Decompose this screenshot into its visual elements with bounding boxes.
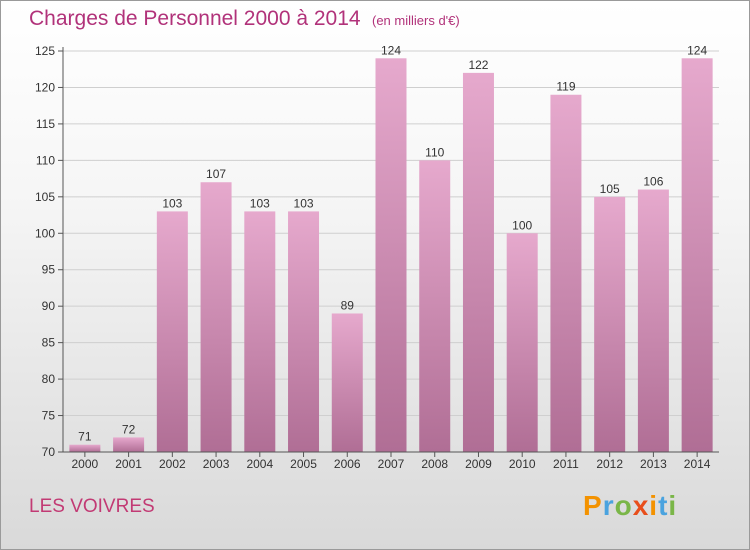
y-tick-label: 120 xyxy=(35,80,55,94)
y-tick-label: 70 xyxy=(42,445,56,459)
x-tick-label: 2001 xyxy=(115,457,142,471)
data-label: 103 xyxy=(294,196,314,210)
x-tick-label: 2005 xyxy=(290,457,317,471)
data-label: 110 xyxy=(425,145,444,159)
place-name: LES VOIVRES xyxy=(29,496,155,517)
bar xyxy=(637,189,669,452)
data-label: 100 xyxy=(512,218,532,232)
bar xyxy=(375,58,407,453)
logo-letter: r xyxy=(602,490,615,521)
bar xyxy=(156,211,188,452)
data-label: 72 xyxy=(122,422,136,436)
bar xyxy=(594,196,626,452)
data-label: 106 xyxy=(643,175,663,189)
data-label: 89 xyxy=(341,298,355,312)
data-label: 107 xyxy=(206,167,226,181)
proxiti-logo[interactable]: Proxiti xyxy=(583,490,677,522)
x-tick-label: 2000 xyxy=(72,457,99,471)
x-tick-label: 2013 xyxy=(640,457,667,471)
x-tick-label: 2008 xyxy=(421,457,448,471)
logo-letter: t xyxy=(658,490,669,521)
x-tick-label: 2006 xyxy=(334,457,361,471)
chart-title: Charges de Personnel 2000 à 2014 xyxy=(29,7,361,30)
logo-letter: P xyxy=(583,490,603,521)
bar xyxy=(244,211,276,452)
logo-letter: x xyxy=(632,490,650,521)
x-tick-label: 2009 xyxy=(465,457,492,471)
logo-letter: i xyxy=(649,490,659,521)
y-tick-label: 85 xyxy=(42,336,56,350)
bar-chart: 71 72 103 107 103 103 89 124 110 122 100 119 105 106 1… xyxy=(35,43,719,471)
y-tick-label: 115 xyxy=(36,117,55,131)
data-label: 124 xyxy=(687,43,707,57)
x-tick-label: 2004 xyxy=(246,457,273,471)
y-tick-label: 105 xyxy=(35,190,55,204)
x-tick-label: 2012 xyxy=(596,457,623,471)
bar xyxy=(681,58,713,453)
logo-letter: i xyxy=(668,490,678,521)
bar xyxy=(462,72,494,452)
bar xyxy=(113,437,145,452)
x-tick-label: 2002 xyxy=(159,457,186,471)
bar xyxy=(288,211,320,452)
bar xyxy=(419,160,451,452)
x-tick-label: 2003 xyxy=(203,457,230,471)
data-label: 103 xyxy=(162,196,182,210)
x-tick-label: 2011 xyxy=(553,457,579,471)
bar xyxy=(550,94,582,452)
logo-letter: o xyxy=(614,490,633,521)
y-tick-label: 75 xyxy=(42,409,56,423)
axes: 70 75 80 85 90 95 100 105 110 115 120 125 2000 2001 20… xyxy=(35,44,719,471)
data-label: 124 xyxy=(381,43,401,57)
data-label: 105 xyxy=(600,182,620,196)
data-label: 103 xyxy=(250,196,270,210)
chart-subtitle: (en milliers d'€) xyxy=(372,13,460,28)
bar xyxy=(69,444,101,452)
bar xyxy=(331,313,363,452)
x-tick-label: 2007 xyxy=(378,457,405,471)
bar xyxy=(506,233,538,452)
bar xyxy=(200,182,232,452)
y-tick-label: 100 xyxy=(35,226,55,240)
data-label: 122 xyxy=(468,58,488,72)
data-label: 71 xyxy=(78,430,92,444)
x-tick-label: 2010 xyxy=(509,457,536,471)
x-tick-label: 2014 xyxy=(684,457,711,471)
y-tick-label: 110 xyxy=(36,153,55,167)
y-tick-label: 125 xyxy=(35,44,55,58)
bars: 71 72 103 107 103 103 89 124 110 122 100 119 105 106 1… xyxy=(69,43,713,453)
y-tick-label: 90 xyxy=(42,299,56,313)
y-tick-label: 80 xyxy=(42,372,56,386)
y-tick-label: 95 xyxy=(42,263,56,277)
data-label: 119 xyxy=(556,80,575,94)
